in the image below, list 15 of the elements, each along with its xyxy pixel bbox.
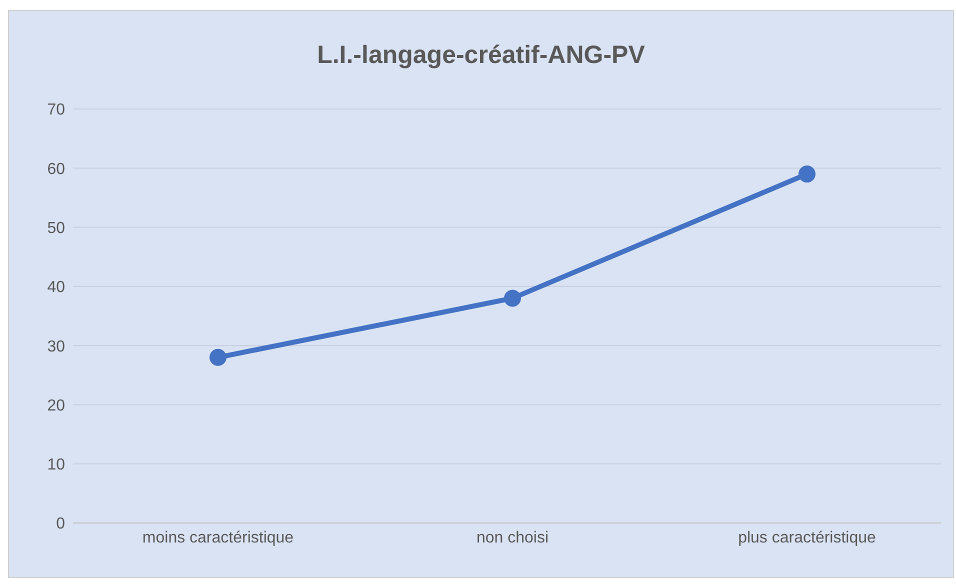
chart-title: L.I.-langage-créatif-ANG-PV xyxy=(316,41,646,70)
y-tick-label: 50 xyxy=(47,220,66,237)
x-tick-label: non choisi xyxy=(476,529,549,546)
y-tick-label: 0 xyxy=(56,516,66,533)
y-tick-label: 60 xyxy=(47,160,66,178)
x-tick-label: moins caractéristique xyxy=(142,529,294,546)
y-tick-label: 30 xyxy=(47,338,66,356)
y-tick-label: 10 xyxy=(47,456,66,474)
point xyxy=(210,348,226,366)
point xyxy=(798,166,816,183)
point xyxy=(504,290,521,307)
y-tick-label: 20 xyxy=(47,397,66,414)
y-tick-label: 70 xyxy=(47,102,66,119)
y-tick-label: 40 xyxy=(47,279,66,296)
x-tick-label: plus caractéristique xyxy=(738,529,876,546)
